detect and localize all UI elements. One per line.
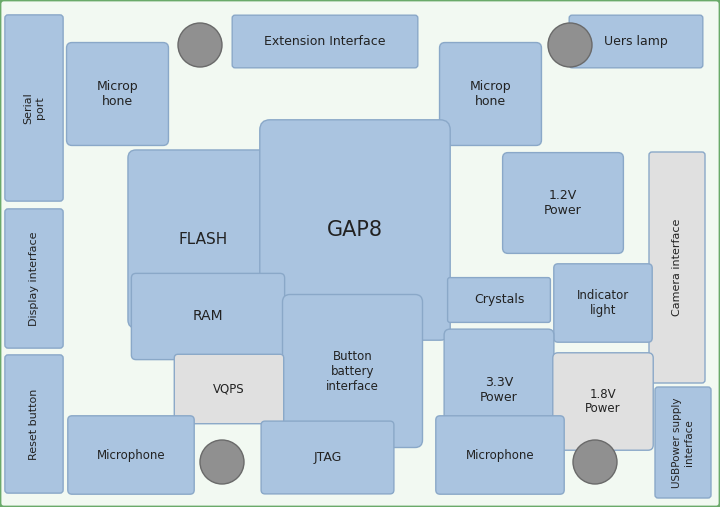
Text: VQPS: VQPS [213,382,245,395]
Text: Indicator
light: Indicator light [577,289,629,317]
Text: 1.8V
Power: 1.8V Power [585,387,621,416]
Ellipse shape [573,440,617,484]
Text: Microp
hone: Microp hone [96,80,138,108]
FancyBboxPatch shape [554,264,652,342]
FancyBboxPatch shape [261,421,394,494]
FancyBboxPatch shape [5,209,63,348]
Text: Microphone: Microphone [466,449,534,461]
FancyBboxPatch shape [282,295,423,448]
FancyBboxPatch shape [68,416,194,494]
FancyBboxPatch shape [649,152,705,383]
Text: 3.3V
Power: 3.3V Power [480,376,518,404]
FancyBboxPatch shape [570,15,703,68]
Ellipse shape [548,23,592,67]
Ellipse shape [178,23,222,67]
Text: Camera interface: Camera interface [672,219,682,316]
Text: Extension Interface: Extension Interface [264,35,386,48]
FancyBboxPatch shape [655,387,711,498]
Text: GAP8: GAP8 [327,220,383,240]
Text: Crystals: Crystals [474,294,524,307]
Text: 1.2V
Power: 1.2V Power [544,189,582,217]
FancyBboxPatch shape [503,153,624,254]
FancyBboxPatch shape [5,355,63,493]
Text: Button
battery
interface: Button battery interface [326,349,379,392]
Text: Display interface: Display interface [29,231,39,326]
Text: Microp
hone: Microp hone [469,80,511,108]
Ellipse shape [200,440,244,484]
FancyBboxPatch shape [232,15,418,68]
Text: USBPower supply
interface: USBPower supply interface [672,397,694,488]
Text: Reset button: Reset button [29,388,39,460]
Text: Uers lamp: Uers lamp [604,35,668,48]
FancyBboxPatch shape [131,273,284,359]
FancyBboxPatch shape [448,278,550,322]
FancyBboxPatch shape [436,416,564,494]
FancyBboxPatch shape [174,354,284,424]
FancyBboxPatch shape [260,120,450,340]
FancyBboxPatch shape [439,43,541,146]
Text: Serial
port: Serial port [23,92,45,124]
FancyBboxPatch shape [553,353,653,450]
FancyBboxPatch shape [5,15,63,201]
Text: Microphone: Microphone [96,449,166,461]
FancyBboxPatch shape [66,43,168,146]
Text: RAM: RAM [193,309,223,323]
FancyBboxPatch shape [444,329,554,451]
FancyBboxPatch shape [128,150,278,328]
Text: FLASH: FLASH [179,232,228,246]
Text: JTAG: JTAG [313,451,342,464]
